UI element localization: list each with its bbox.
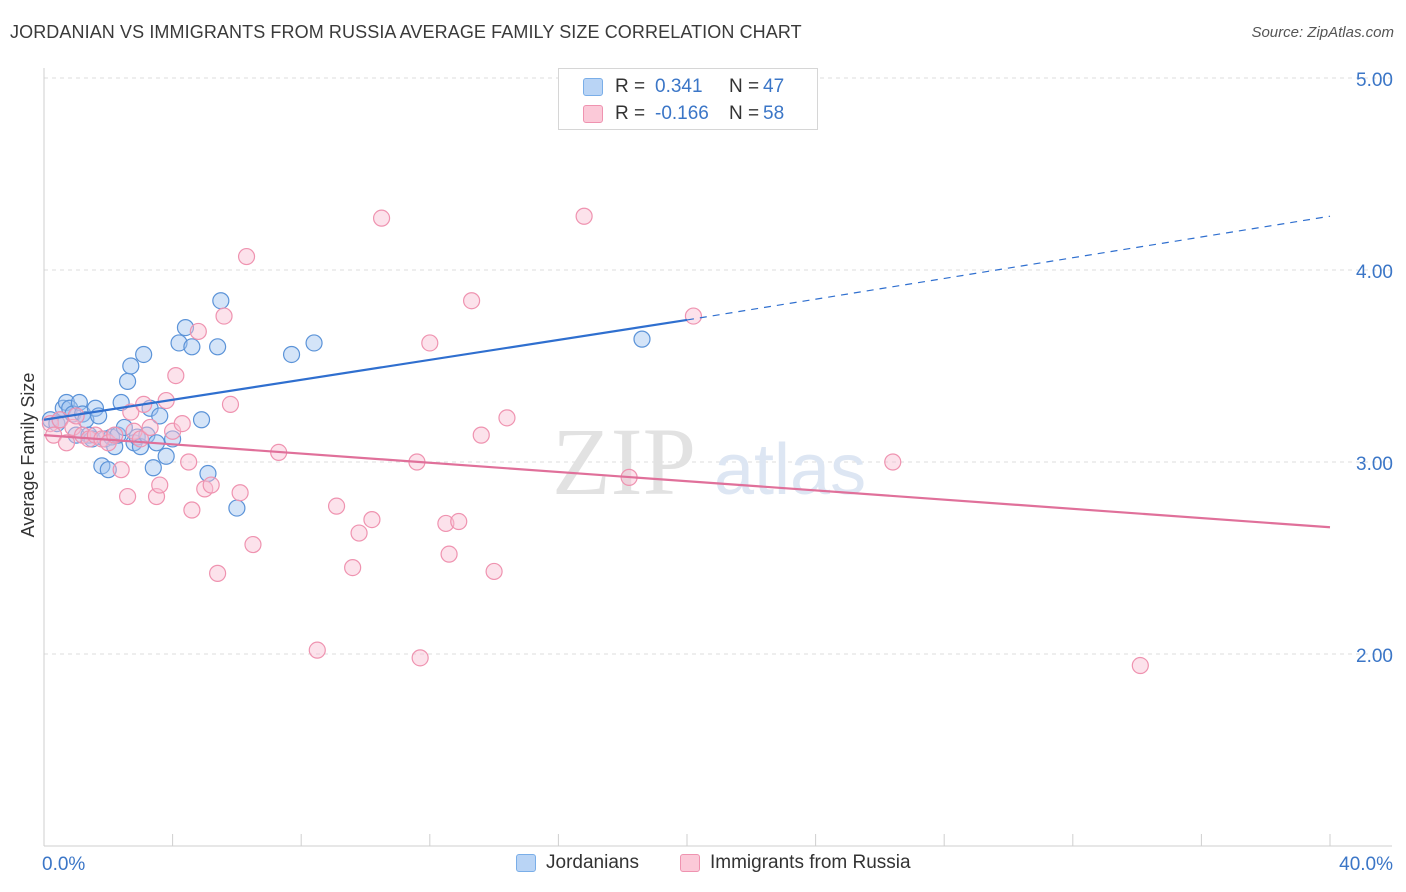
point-jordanians — [212, 292, 230, 310]
n-label: N = — [729, 76, 760, 97]
point-russia — [350, 524, 368, 542]
r-value: -0.166 — [655, 103, 709, 124]
point-russia — [202, 476, 220, 494]
point-jordanians — [135, 345, 153, 364]
legend-swatch-jordanians — [583, 78, 603, 96]
point-russia — [308, 641, 326, 659]
n-value: 47 — [763, 76, 785, 97]
point-russia — [215, 307, 233, 325]
point-russia — [462, 292, 481, 310]
legend-swatch-russia — [583, 105, 603, 123]
point-jordanians — [192, 411, 211, 429]
gridlines — [44, 77, 1392, 655]
axes — [43, 68, 1392, 847]
point-jordanians — [633, 330, 651, 348]
source-label: Source: ZipAtlas.com — [1251, 24, 1394, 41]
n-value: 58 — [763, 103, 785, 124]
point-russia — [411, 649, 429, 667]
point-russia — [498, 409, 516, 427]
point-russia — [327, 497, 346, 515]
point-russia — [173, 415, 191, 433]
point-russia — [151, 476, 169, 494]
point-russia — [485, 562, 503, 581]
watermark-atlas: atlas — [714, 430, 866, 510]
y-tick-label: 4.00 — [1356, 262, 1393, 283]
point-russia — [437, 514, 455, 533]
point-russia — [684, 307, 703, 325]
r-label: R = — [615, 103, 646, 124]
point-russia — [472, 426, 490, 444]
point-russia — [421, 334, 439, 352]
point-russia — [244, 535, 262, 554]
n-label: N = — [729, 103, 760, 124]
y-tick-label: 2.00 — [1356, 646, 1393, 667]
point-russia — [231, 484, 249, 502]
legend-item-russia[interactable]: Immigrants from Russia — [680, 852, 911, 874]
y-tick-label: 5.00 — [1356, 70, 1393, 91]
legend-item-jordanians[interactable]: Jordanians — [516, 852, 639, 874]
watermark: ZIP atlas — [552, 408, 866, 515]
r-label: R = — [615, 76, 646, 97]
point-jordanians — [209, 338, 227, 356]
watermark-zip: ZIP — [552, 408, 696, 515]
point-russia — [183, 501, 201, 519]
point-russia — [180, 453, 198, 471]
point-russia — [122, 403, 140, 421]
point-jordanians — [183, 338, 201, 356]
point-jordanians — [176, 319, 195, 337]
point-jordanians — [228, 499, 246, 517]
point-jordanians — [144, 459, 162, 477]
legend-label-russia: Immigrants from Russia — [710, 852, 911, 873]
trend-line-jordanians — [43, 318, 688, 421]
point-jordanians — [99, 461, 117, 479]
point-russia — [344, 558, 362, 577]
point-russia — [221, 395, 240, 413]
point-russia — [372, 209, 391, 227]
point-russia — [189, 322, 207, 341]
point-russia — [237, 247, 256, 266]
point-russia — [884, 453, 902, 471]
point-jordanians — [282, 345, 301, 364]
legend-row-jordanians: R = 0.341 N = 47 — [583, 73, 784, 101]
point-jordanians — [118, 372, 137, 390]
legend-swatch-jordanians — [516, 854, 536, 872]
x-tick-label-min: 0.0% — [42, 854, 85, 875]
point-russia — [118, 487, 137, 506]
point-russia — [112, 461, 130, 479]
point-russia — [57, 434, 76, 452]
trend-lines — [43, 215, 1331, 529]
point-russia — [575, 207, 593, 225]
trend-line-russia — [43, 434, 1331, 529]
point-russia — [440, 545, 458, 563]
legend-swatch-russia — [680, 854, 700, 872]
legend-row-russia: R = -0.166 N = 58 — [583, 100, 784, 128]
trend-line-jordanians-extension — [686, 215, 1331, 321]
legend-label-jordanians: Jordanians — [546, 852, 639, 873]
point-russia — [363, 510, 381, 529]
point-jordanians — [157, 447, 175, 465]
correlation-legend: R = 0.341 N = 47 R = -0.166 N = 58 — [558, 68, 818, 130]
point-jordanians — [170, 334, 188, 352]
chart-title: JORDANIAN VS IMMIGRANTS FROM RUSSIA AVER… — [10, 22, 802, 42]
r-value: 0.341 — [655, 76, 703, 97]
point-russia — [450, 512, 468, 531]
point-russia — [167, 367, 185, 385]
point-russia — [1131, 656, 1149, 675]
point-jordanians — [305, 334, 323, 352]
point-russia — [209, 564, 227, 582]
y-axis-label: Average Family Size — [18, 373, 38, 538]
series-legend: Jordanians Immigrants from Russia — [0, 852, 1406, 876]
tick-labels: 2.00 3.00 4.00 5.00 0.0% 40.0% — [42, 70, 1393, 875]
point-russia — [141, 418, 159, 437]
point-jordanians — [151, 407, 169, 425]
point-jordanians — [122, 357, 140, 375]
x-tick-label-max: 40.0% — [1339, 854, 1393, 875]
y-tick-label: 3.00 — [1356, 454, 1393, 475]
